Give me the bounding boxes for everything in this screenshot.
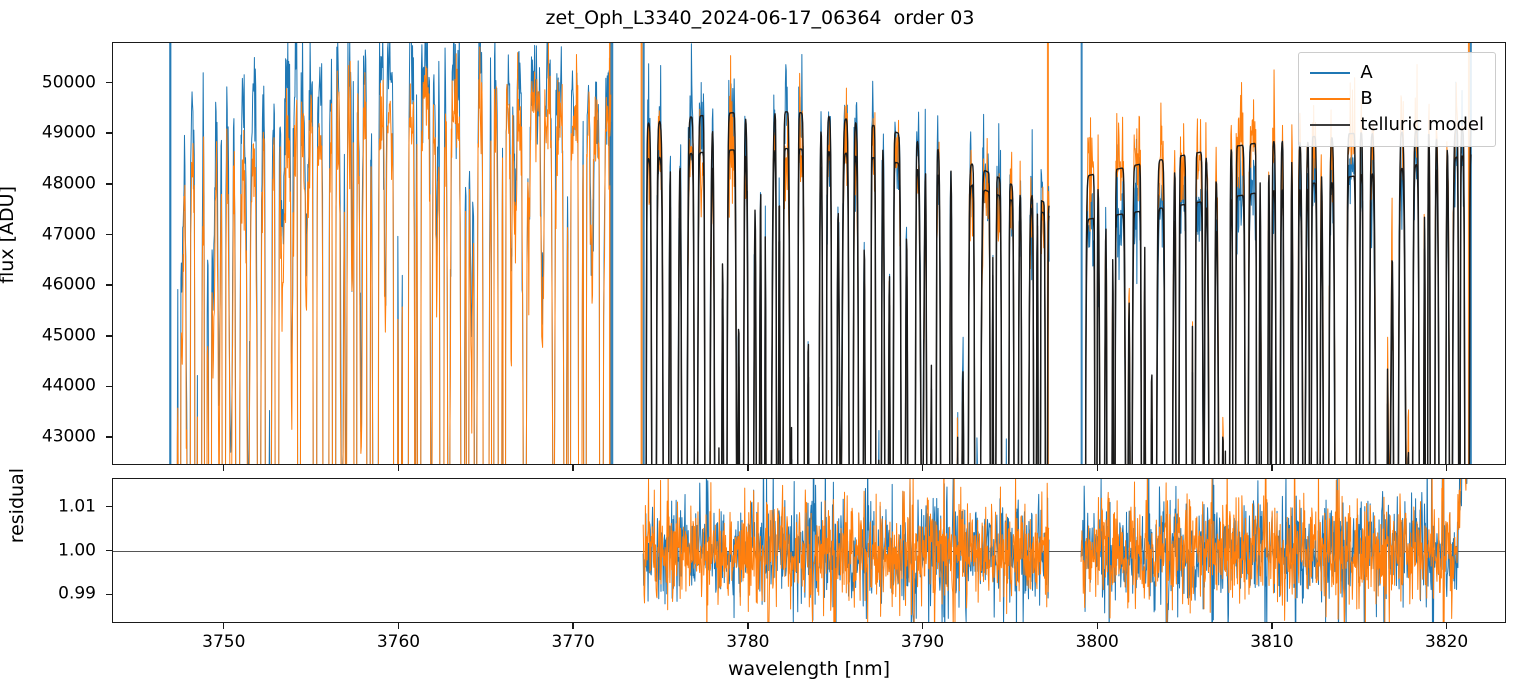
telluric-model-b-line bbox=[645, 128, 1472, 464]
main-y-tick-label: 48000 bbox=[41, 173, 96, 194]
residual-x-tick-mark bbox=[1271, 623, 1273, 629]
residual-y-tick-label: 1.01 bbox=[58, 496, 96, 517]
x-tick-label: 3760 bbox=[376, 632, 421, 652]
legend-item-a: A bbox=[1310, 60, 1484, 86]
residual-x-tick-mark bbox=[1096, 623, 1098, 629]
main-y-tick-label: 44000 bbox=[41, 375, 96, 396]
legend-swatch-a bbox=[1310, 71, 1351, 75]
residual-y-tick-label: 1.00 bbox=[58, 540, 96, 560]
residual-plot-canvas bbox=[113, 479, 1505, 622]
main-y-tick-mark bbox=[106, 183, 112, 185]
main-y-tick-mark bbox=[106, 81, 112, 84]
main-x-tick-mark bbox=[1445, 465, 1448, 471]
main-x-tick-mark bbox=[921, 465, 924, 471]
main-flux-plot[interactable]: A B telluric model bbox=[112, 42, 1506, 465]
x-axis-label: wavelength [nm] bbox=[727, 658, 891, 680]
page-title: zet_Oph_L3340_2024-06-17_06364 order 03 bbox=[545, 7, 975, 29]
legend-swatch-telluric bbox=[1310, 123, 1351, 127]
main-x-tick-mark bbox=[572, 465, 574, 471]
residual-x-tick-mark bbox=[747, 623, 749, 629]
main-y-tick-mark bbox=[106, 233, 112, 236]
x-tick-label: 3810 bbox=[1250, 632, 1294, 652]
legend-item-b: B bbox=[1310, 86, 1484, 112]
residual-y-tick-label: 0.99 bbox=[58, 583, 96, 604]
main-y-tick-mark bbox=[106, 436, 112, 438]
residual-x-tick-mark bbox=[223, 623, 225, 629]
x-tick-label: 3780 bbox=[726, 632, 770, 652]
residual-plot[interactable] bbox=[112, 478, 1506, 623]
main-x-tick-mark bbox=[747, 465, 749, 471]
residual-x-tick-mark bbox=[1445, 623, 1448, 629]
legend-swatch-b bbox=[1310, 97, 1351, 101]
residual-y-tick-mark bbox=[106, 593, 112, 596]
main-x-tick-mark bbox=[397, 465, 400, 471]
residual-y-tick-mark bbox=[106, 505, 112, 508]
main-y-tick-label: 49000 bbox=[41, 122, 96, 143]
residual-x-tick-mark bbox=[572, 623, 574, 629]
main-plot-canvas bbox=[169, 43, 1472, 464]
main-y-tick-label: 43000 bbox=[41, 426, 96, 447]
main-y-tick-label: 45000 bbox=[41, 325, 96, 346]
residual-x-tick-mark bbox=[921, 623, 924, 629]
main-y-tick-mark bbox=[106, 385, 112, 388]
legend-label-a: A bbox=[1360, 62, 1373, 83]
main-y-tick-mark bbox=[106, 335, 112, 337]
main-x-tick-mark bbox=[223, 465, 225, 471]
x-tick-label: 3790 bbox=[900, 632, 945, 652]
main-x-tick-mark bbox=[1271, 465, 1273, 471]
x-tick-label: 3820 bbox=[1424, 632, 1469, 652]
x-tick-label: 3750 bbox=[202, 632, 246, 652]
legend-label-telluric: telluric model bbox=[1360, 114, 1484, 135]
x-tick-label: 3800 bbox=[1075, 632, 1119, 652]
main-y-tick-mark bbox=[106, 284, 112, 286]
main-y-tick-label: 46000 bbox=[41, 274, 96, 295]
main-y-tick-label: 47000 bbox=[41, 224, 96, 244]
legend-item-telluric: telluric model bbox=[1310, 112, 1484, 138]
legend-label-b: B bbox=[1360, 88, 1373, 109]
x-tick-label: 3770 bbox=[551, 632, 595, 652]
main-y-tick-mark bbox=[106, 132, 112, 134]
main-x-tick-mark bbox=[1096, 465, 1098, 471]
residual-b-line bbox=[642, 479, 1467, 622]
residual-x-tick-mark bbox=[397, 623, 400, 629]
legend: A B telluric model bbox=[1298, 52, 1496, 147]
residual-y-tick-mark bbox=[106, 549, 112, 552]
main-y-tick-label: 50000 bbox=[41, 72, 96, 93]
